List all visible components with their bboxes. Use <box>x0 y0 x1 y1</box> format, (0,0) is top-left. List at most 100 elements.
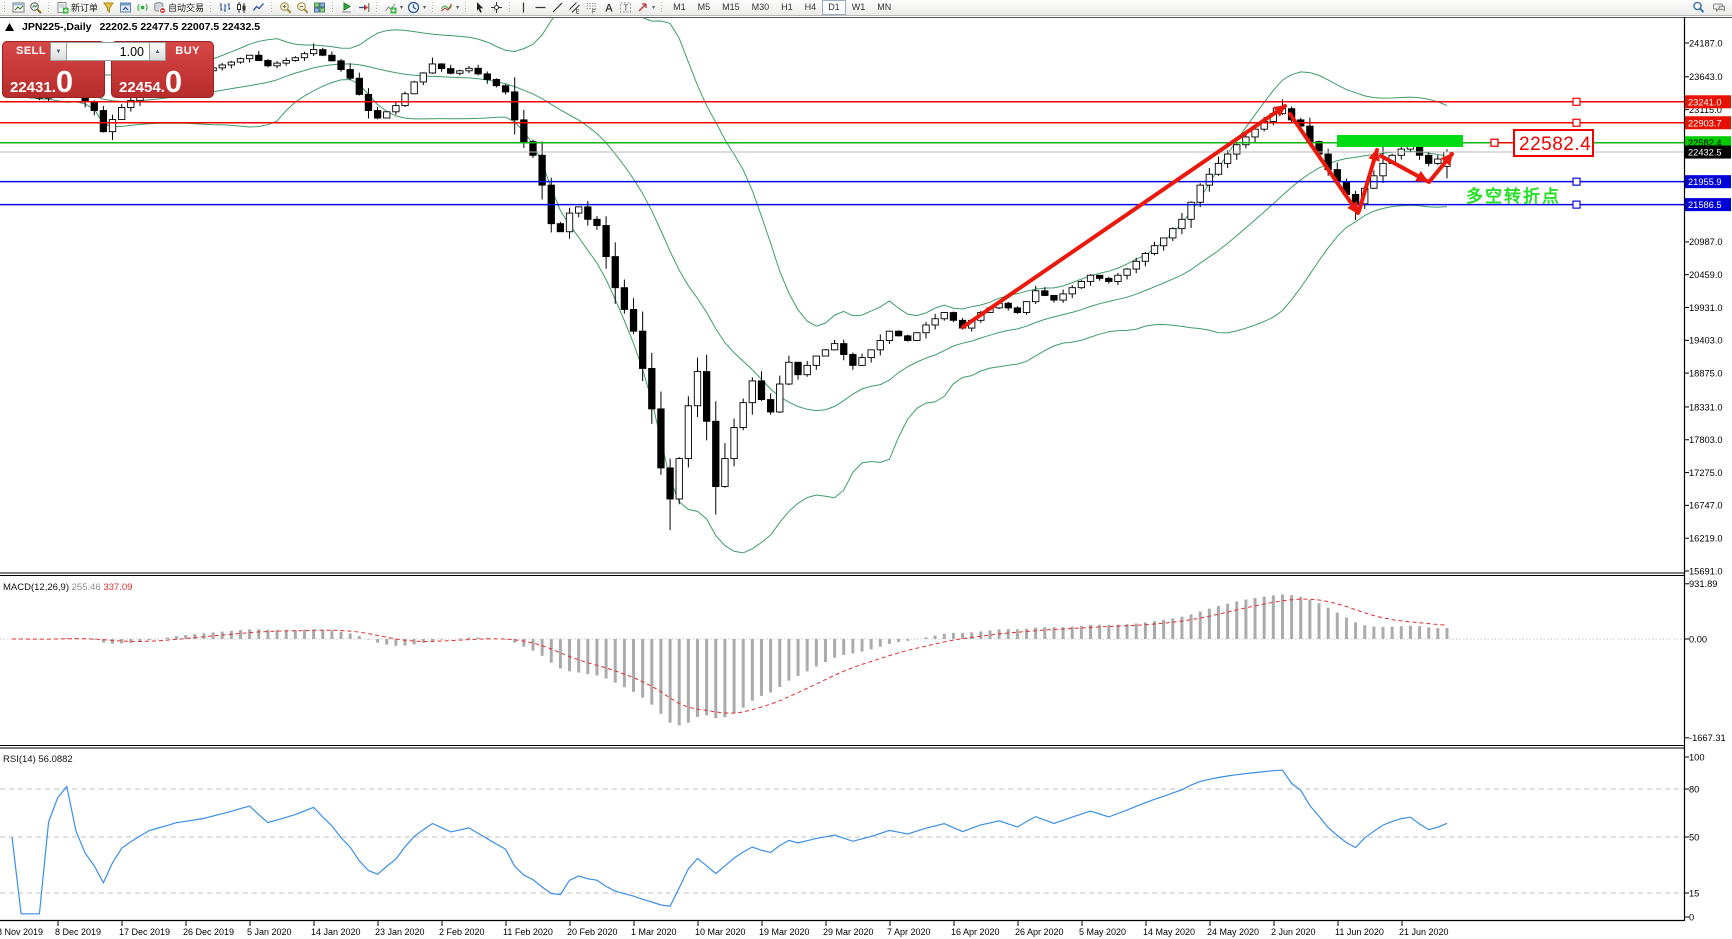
level-line-21586.5[interactable] <box>0 200 1684 209</box>
text-label-button[interactable]: T <box>617 0 634 15</box>
macd-signal-line <box>12 598 1448 714</box>
chart-symbol-period: JPN225-,Daily <box>22 21 92 33</box>
lot-increase-button[interactable]: ▲ <box>149 42 166 61</box>
timeframe-m30[interactable]: M30 <box>751 2 770 12</box>
svg-text:14 Jan 2020: 14 Jan 2020 <box>311 927 361 937</box>
chat-icon <box>1713 3 1725 13</box>
svg-text:20987.0: 20987.0 <box>1689 237 1723 247</box>
cursor-button[interactable] <box>471 0 488 15</box>
line-chart-button[interactable] <box>250 0 267 15</box>
zoom-in-button[interactable] <box>277 0 294 15</box>
signal-icon <box>137 3 148 12</box>
candles-chart-button[interactable] <box>233 0 250 15</box>
svg-text:2 Feb 2020: 2 Feb 2020 <box>439 927 485 937</box>
level-line-21955.9[interactable] <box>0 177 1684 186</box>
new-order-button[interactable]: 新订单 <box>54 0 100 15</box>
horizontal-line-button[interactable] <box>532 0 549 15</box>
chart-symbol-icon <box>5 22 14 31</box>
periods-clock-button[interactable]: ▾ <box>405 0 428 15</box>
timeframe-m5[interactable]: M5 <box>697 2 711 12</box>
svg-text:-1667.31: -1667.31 <box>1689 733 1726 743</box>
green-highlight-bar[interactable] <box>1337 135 1463 147</box>
rsi-label: RSI(14) 56.0882 <box>3 754 73 765</box>
tile-windows-button[interactable] <box>311 0 328 15</box>
svg-text:15: 15 <box>1689 888 1699 898</box>
price-callout[interactable]: 22582.4 <box>1490 129 1594 157</box>
svg-text:0: 0 <box>1689 912 1694 922</box>
rsi-panel <box>0 769 1684 915</box>
timeframe-m1[interactable]: M1 <box>673 2 686 12</box>
svg-text:A: A <box>605 3 613 15</box>
main-chart-layer <box>8 18 1451 554</box>
styles-button[interactable] <box>100 0 117 15</box>
sell-label: SELL <box>16 45 47 57</box>
equidistant-channel-button[interactable]: E <box>566 0 583 15</box>
search-button[interactable] <box>1690 0 1707 15</box>
auto-scroll-icon <box>342 2 352 13</box>
dropdown-caret-icon: ▾ <box>456 5 460 11</box>
chart-window-button[interactable] <box>10 0 27 15</box>
chart-shift-icon <box>359 3 370 12</box>
timeframe-mn[interactable]: MN <box>877 2 892 12</box>
crosshair-button[interactable] <box>488 0 505 15</box>
sell-price-int: 22431 <box>10 79 52 96</box>
chart-preview-button[interactable] <box>27 0 44 15</box>
chart-shift-button[interactable] <box>355 0 372 15</box>
svg-text:100: 100 <box>1689 752 1705 762</box>
bollinger-bands <box>30 18 1448 554</box>
template-profile-icon <box>441 3 453 12</box>
toolbar-grip <box>375 2 380 13</box>
bars-chart-button[interactable] <box>216 0 233 15</box>
vertical-line-button[interactable] <box>515 0 532 15</box>
timeframe-h4[interactable]: H4 <box>804 2 817 12</box>
toolbar-grip <box>464 2 469 13</box>
auto-trading-label: 自动交易 <box>168 3 205 13</box>
zoom-out-button[interactable] <box>294 0 311 15</box>
auto-scroll-button[interactable] <box>338 0 355 15</box>
svg-text:16747.0: 16747.0 <box>1689 501 1723 511</box>
sell-price: 22431. 0 <box>10 66 73 97</box>
svg-text:23 Jan 2020: 23 Jan 2020 <box>375 927 425 937</box>
toolbar-grip <box>3 2 7 13</box>
buy-price: 22454. 0 <box>119 66 182 97</box>
price-axis[interactable]: 24187.0 23643.0 23115.0 20987.0 20459.0 19931… <box>1684 38 1731 922</box>
market-watch-button[interactable] <box>117 0 134 15</box>
text-label-icon: T <box>620 2 632 13</box>
timeframe-m15[interactable]: M15 <box>722 2 740 12</box>
svg-text:23241.0: 23241.0 <box>1688 97 1722 107</box>
time-axis[interactable]: 8 Nov 2019 8 Dec 2019 17 Dec 2019 26 Dec 20… <box>0 921 1449 937</box>
periods-clock-icon <box>407 1 420 14</box>
indicators-add-button[interactable]: ▾ <box>382 0 405 15</box>
template-profile-button[interactable]: ▾ <box>438 0 461 15</box>
arrows-tool-button[interactable]: ▾ <box>634 0 657 15</box>
lot-size-input[interactable] <box>67 42 149 61</box>
rsi-line <box>11 769 1448 915</box>
auto-trading-button[interactable]: 自动交易 <box>151 0 206 15</box>
lot-decrease-button[interactable]: ▼ <box>50 42 67 61</box>
trendline-button[interactable] <box>549 0 566 15</box>
signal-button[interactable] <box>134 0 151 15</box>
svg-text:29 Mar 2020: 29 Mar 2020 <box>823 927 874 937</box>
candles-chart-icon <box>237 2 246 13</box>
level-line-22903.7[interactable] <box>0 118 1684 127</box>
timeframe-h1[interactable]: H1 <box>781 2 793 12</box>
text-a-button[interactable]: A <box>600 0 617 15</box>
trend-arrows[interactable] <box>961 104 1454 329</box>
timeframe-w1[interactable]: W1 <box>851 2 866 12</box>
chart-preview-icon <box>30 2 42 14</box>
dropdown-caret-icon: ▾ <box>652 5 656 11</box>
fibonacci-button[interactable]: F <box>583 0 600 15</box>
level-line-23241.0[interactable] <box>0 97 1684 106</box>
chart-window-icon <box>12 2 25 13</box>
buy-price-int: 22454 <box>119 79 161 96</box>
text-a-icon: A <box>605 3 613 15</box>
note-annotation[interactable]: 多空转折点 <box>1466 186 1561 206</box>
timeframe-d1[interactable]: D1 <box>822 0 846 15</box>
macd-label: MACD(12,26,9) 255.46 337.09 <box>3 582 132 593</box>
chat-button[interactable] <box>1711 0 1728 15</box>
panel-borders <box>0 17 1732 922</box>
svg-text:8 Dec 2019: 8 Dec 2019 <box>55 927 101 937</box>
new-order-label: 新订单 <box>71 3 99 13</box>
